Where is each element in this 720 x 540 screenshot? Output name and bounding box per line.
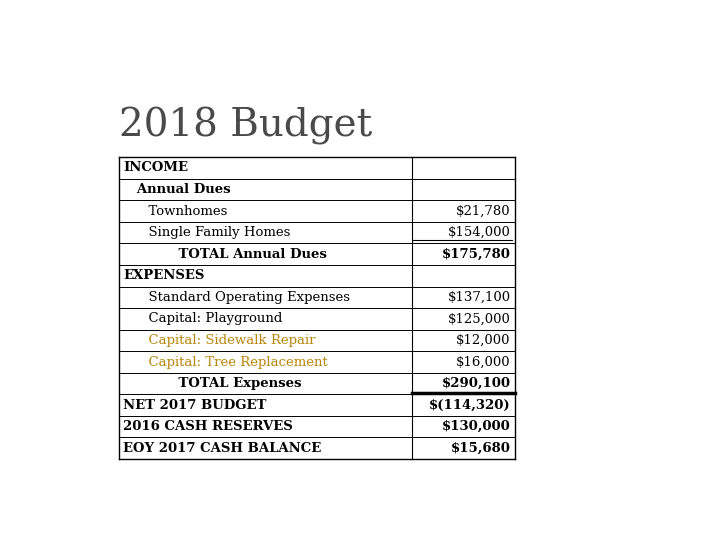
Text: EOY 2017 CASH BALANCE: EOY 2017 CASH BALANCE	[123, 442, 322, 455]
Text: $12,000: $12,000	[456, 334, 510, 347]
Text: $15,680: $15,680	[451, 442, 510, 455]
Text: Annual Dues: Annual Dues	[123, 183, 231, 196]
Text: Capital: Playground: Capital: Playground	[123, 313, 283, 326]
Text: 2018 Budget: 2018 Budget	[120, 107, 373, 145]
Text: Townhomes: Townhomes	[123, 205, 228, 218]
Text: $130,000: $130,000	[442, 420, 510, 433]
Text: NET 2017 BUDGET: NET 2017 BUDGET	[123, 399, 266, 411]
Text: Capital: Tree Replacement: Capital: Tree Replacement	[123, 355, 328, 368]
Text: INCOME: INCOME	[123, 161, 189, 174]
Text: TOTAL Expenses: TOTAL Expenses	[123, 377, 302, 390]
Text: TOTAL Annual Dues: TOTAL Annual Dues	[123, 248, 327, 261]
Text: Standard Operating Expenses: Standard Operating Expenses	[123, 291, 351, 304]
Text: $125,000: $125,000	[448, 313, 510, 326]
Text: 2016 CASH RESERVES: 2016 CASH RESERVES	[123, 420, 293, 433]
Text: $290,100: $290,100	[442, 377, 510, 390]
Text: $(114,320): $(114,320)	[429, 399, 510, 411]
Text: Single Family Homes: Single Family Homes	[123, 226, 291, 239]
Text: $175,780: $175,780	[442, 248, 510, 261]
Text: Capital: Sidewalk Repair: Capital: Sidewalk Repair	[123, 334, 316, 347]
Text: $154,000: $154,000	[448, 226, 510, 239]
Text: $21,780: $21,780	[456, 205, 510, 218]
Text: $137,100: $137,100	[448, 291, 510, 304]
Text: $16,000: $16,000	[456, 355, 510, 368]
Text: EXPENSES: EXPENSES	[123, 269, 204, 282]
